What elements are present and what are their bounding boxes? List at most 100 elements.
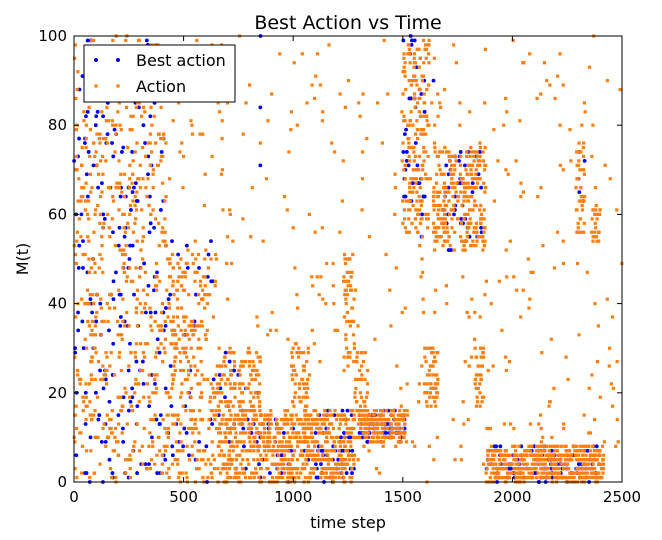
data-point bbox=[114, 132, 118, 136]
data-point bbox=[211, 453, 215, 457]
data-point bbox=[575, 458, 579, 462]
data-point bbox=[123, 324, 127, 328]
data-point bbox=[594, 203, 598, 208]
data-point bbox=[426, 346, 430, 350]
data-point bbox=[421, 297, 425, 301]
data-point bbox=[74, 96, 78, 101]
data-point bbox=[139, 266, 143, 270]
data-point bbox=[326, 426, 330, 431]
data-point bbox=[585, 462, 589, 466]
data-point bbox=[163, 351, 167, 355]
data-point bbox=[77, 177, 81, 181]
data-point bbox=[393, 212, 397, 216]
data-point bbox=[108, 235, 112, 239]
data-point bbox=[600, 467, 604, 471]
data-point bbox=[79, 377, 83, 382]
data-point bbox=[168, 292, 173, 297]
data-point bbox=[436, 114, 440, 118]
x-tick-label: 2500 bbox=[603, 488, 641, 506]
data-point bbox=[440, 172, 444, 176]
data-point bbox=[206, 377, 210, 382]
data-point bbox=[91, 257, 95, 261]
data-point bbox=[401, 150, 406, 154]
data-point bbox=[93, 154, 97, 159]
data-point bbox=[467, 315, 471, 319]
data-point bbox=[93, 435, 97, 439]
data-point bbox=[616, 440, 620, 444]
data-point bbox=[412, 96, 416, 101]
data-point bbox=[280, 449, 284, 453]
data-point bbox=[500, 328, 504, 332]
data-point bbox=[509, 422, 513, 426]
data-point bbox=[512, 467, 516, 471]
data-point bbox=[101, 426, 105, 431]
data-point bbox=[302, 382, 307, 386]
data-point bbox=[100, 244, 104, 248]
data-point bbox=[247, 449, 251, 453]
data-point bbox=[133, 351, 137, 355]
data-point bbox=[306, 422, 310, 426]
data-point bbox=[564, 355, 568, 359]
data-point bbox=[239, 431, 243, 435]
data-point bbox=[611, 386, 615, 390]
data-point bbox=[525, 467, 529, 471]
data-point bbox=[455, 181, 459, 185]
data-point bbox=[361, 431, 366, 435]
data-point bbox=[234, 431, 238, 435]
data-point bbox=[369, 422, 373, 426]
data-point bbox=[76, 373, 80, 377]
data-point bbox=[133, 391, 137, 395]
data-point bbox=[124, 105, 129, 109]
data-point bbox=[236, 413, 240, 417]
x-tick-label: 1000 bbox=[274, 488, 312, 506]
data-point bbox=[479, 217, 483, 221]
data-point bbox=[303, 404, 308, 408]
data-point bbox=[420, 235, 424, 239]
data-point bbox=[357, 101, 361, 105]
data-point bbox=[493, 453, 497, 457]
data-point bbox=[451, 186, 455, 190]
data-point bbox=[564, 449, 568, 453]
data-point bbox=[319, 444, 323, 448]
data-point bbox=[99, 439, 104, 444]
data-point bbox=[90, 417, 94, 422]
data-point bbox=[400, 159, 404, 163]
data-point bbox=[329, 458, 334, 462]
data-point bbox=[154, 261, 159, 266]
data-point bbox=[276, 444, 280, 448]
data-point bbox=[202, 377, 206, 382]
data-point bbox=[424, 212, 428, 216]
data-point bbox=[134, 208, 139, 212]
data-point bbox=[504, 355, 508, 359]
data-point bbox=[185, 475, 189, 480]
data-point bbox=[462, 244, 466, 248]
data-point bbox=[145, 194, 149, 199]
data-point bbox=[579, 230, 583, 234]
data-point bbox=[199, 297, 204, 301]
data-point bbox=[421, 132, 425, 136]
data-point bbox=[438, 168, 442, 172]
data-point bbox=[101, 136, 105, 141]
data-point bbox=[141, 105, 146, 109]
data-point bbox=[193, 270, 197, 274]
data-point bbox=[289, 110, 294, 114]
data-point bbox=[309, 422, 313, 426]
data-point bbox=[83, 422, 88, 426]
data-point bbox=[88, 297, 93, 302]
data-point bbox=[463, 212, 467, 216]
data-point bbox=[579, 449, 583, 453]
data-point bbox=[278, 431, 282, 435]
data-point bbox=[371, 426, 375, 431]
data-point bbox=[83, 199, 88, 203]
data-point bbox=[342, 368, 346, 373]
data-point bbox=[503, 475, 507, 480]
data-point bbox=[530, 462, 534, 466]
data-point bbox=[552, 266, 557, 270]
data-point bbox=[336, 467, 340, 471]
data-point bbox=[121, 439, 126, 444]
data-point bbox=[416, 168, 421, 172]
data-point bbox=[541, 462, 545, 466]
data-point bbox=[92, 302, 96, 306]
data-point bbox=[142, 261, 147, 266]
data-point bbox=[402, 65, 406, 69]
